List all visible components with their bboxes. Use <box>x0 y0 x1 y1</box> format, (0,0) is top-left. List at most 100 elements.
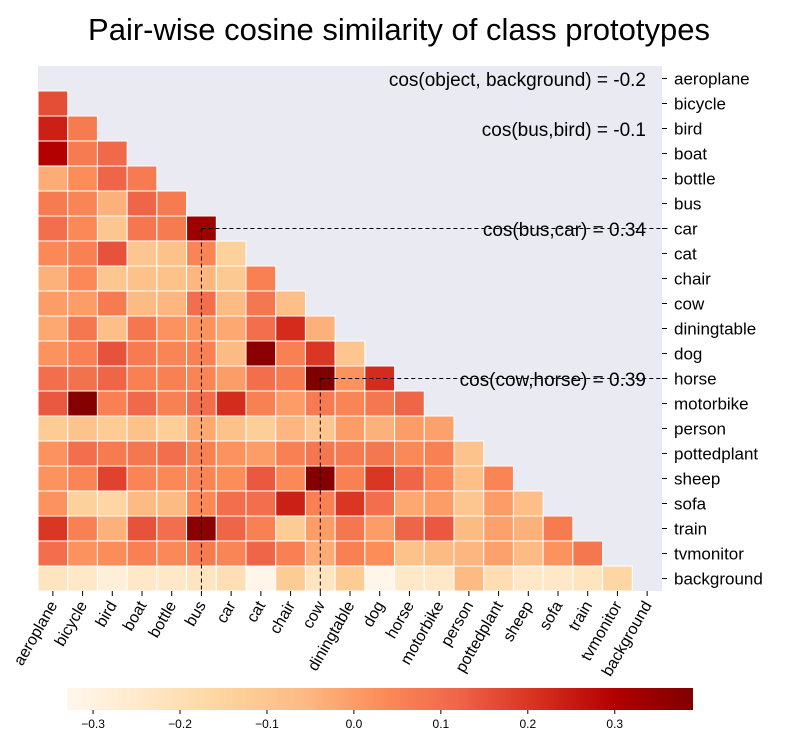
row-label-chair: chair <box>674 270 711 289</box>
heatmap-cell-cat-bird <box>96 240 128 267</box>
heatmap-cell-chair-bird <box>96 265 128 292</box>
heatmap-cell-bottle-bird <box>96 165 128 192</box>
heatmap-cell-person-bottle <box>156 415 188 442</box>
heatmap-cell-bird-bicycle <box>67 115 98 142</box>
heatmap-cell-cow-chair <box>275 290 306 317</box>
heatmap-cell-tvmonitor-sofa <box>542 540 574 567</box>
heatmap-cell-sheep-aeroplane <box>37 465 69 492</box>
heatmap-cell-sofa-motorbike <box>423 490 455 517</box>
heatmap-cell-bicycle-aeroplane <box>37 90 69 117</box>
heatmap-cell-pottedplant-cat <box>245 440 277 467</box>
heatmap-cell-diningtable-car <box>215 315 247 342</box>
heatmap-cell-dog-boat <box>126 340 158 367</box>
heatmap-cell-person-aeroplane <box>37 415 69 442</box>
heatmap-cell-horse-bicycle <box>67 365 98 392</box>
heatmap-cell-background-dog <box>364 565 396 592</box>
heatmap-cell-cat-boat <box>126 240 158 267</box>
heatmap-cell-diningtable-aeroplane <box>37 315 69 342</box>
heatmap-cell-motorbike-diningtable <box>334 390 366 417</box>
colorbar-ticks: −0.3 −0.2 −0.1 0.0 0.1 0.2 0.3 <box>81 710 623 731</box>
heatmap-cell-bottle-bicycle <box>67 165 98 192</box>
heatmap-cell-bus-bottle <box>156 190 188 217</box>
heatmap-cell-bottle-aeroplane <box>37 165 69 192</box>
heatmap-cell-tvmonitor-dog <box>364 540 396 567</box>
heatmap-cell-bottle-boat <box>126 165 158 192</box>
heatmap-cell-diningtable-chair <box>275 315 306 342</box>
row-labels: aeroplane bicycle bird boat bottle bus car cat c… <box>662 70 763 589</box>
heatmap-cell-tvmonitor-chair <box>275 540 306 567</box>
heatmap-cell-diningtable-bicycle <box>67 315 98 342</box>
heatmap-cell-train-person <box>453 515 485 542</box>
row-label-dog: dog <box>674 345 702 364</box>
heatmap-cell-cat-bicycle <box>67 240 98 267</box>
heatmap-cell-bus-aeroplane <box>37 190 69 217</box>
annotations: cos(object, background) = -0.2 cos(bus,bi… <box>389 70 647 391</box>
heatmap-cell-sofa-chair <box>275 490 306 517</box>
heatmap-cell-train-dog <box>364 515 396 542</box>
heatmap-cell-pottedplant-horse <box>394 440 425 467</box>
heatmap-cell-person-dog <box>364 415 396 442</box>
heatmap-cell-diningtable-cat <box>245 315 277 342</box>
heatmap-cell-train-bicycle <box>67 515 98 542</box>
colorbar-tick-label: −0.2 <box>168 717 192 731</box>
heatmap-cell-chair-aeroplane <box>37 265 69 292</box>
heatmap-cell-sheep-cat <box>245 465 277 492</box>
heatmap-cell-background-motorbike <box>423 565 455 592</box>
heatmap-cell-train-boat <box>126 515 158 542</box>
row-label-background: background <box>674 570 763 589</box>
col-label-cat: cat <box>244 598 270 625</box>
heatmap-cell-sheep-diningtable <box>334 465 366 492</box>
heatmap-cell-motorbike-chair <box>275 390 306 417</box>
heatmap-cell-bus-bicycle <box>67 190 98 217</box>
heatmap-cell-background-boat <box>126 565 158 592</box>
col-label-dog: dog <box>360 599 388 631</box>
heatmap-cell-sofa-cat <box>245 490 277 517</box>
heatmap-cell-motorbike-dog <box>364 390 396 417</box>
row-label-motorbike: motorbike <box>674 395 749 414</box>
heatmap-cell-background-sofa <box>542 565 574 592</box>
heatmap-cell-train-aeroplane <box>37 515 69 542</box>
colorbar-tick-label: −0.1 <box>255 717 279 731</box>
heatmap-cell-diningtable-cow <box>304 315 336 342</box>
heatmap-cell-diningtable-boat <box>126 315 158 342</box>
heatmap-cell-horse-chair <box>275 365 306 392</box>
heatmap-cell-sheep-bicycle <box>67 465 98 492</box>
heatmap-cell-motorbike-aeroplane <box>37 390 69 417</box>
heatmap-cell-sofa-bottle <box>156 490 188 517</box>
row-label-bicycle: bicycle <box>674 95 726 114</box>
heatmap-cell-sofa-pottedplant <box>483 490 514 517</box>
heatmap-cell-chair-bottle <box>156 265 188 292</box>
heatmap-cell-pottedplant-boat <box>126 440 158 467</box>
heatmap-cell-background-horse <box>394 565 425 592</box>
heatmap-cell-sheep-bus <box>186 465 217 492</box>
heatmap-cell-background-train <box>572 565 604 592</box>
heatmap-cell-car-bird <box>96 215 128 242</box>
heatmap-cell-dog-chair <box>275 340 306 367</box>
row-label-tvmonitor: tvmonitor <box>674 545 744 564</box>
heatmap-cell-pottedplant-car <box>215 440 247 467</box>
annotation-2: cos(bus,car) = 0.34 <box>483 220 647 241</box>
heatmap-cell-dog-bottle <box>156 340 188 367</box>
heatmap-cell-car-boat <box>126 215 158 242</box>
heatmap-cell-sofa-person <box>453 490 485 517</box>
annotation-0: cos(object, background) = -0.2 <box>389 70 646 91</box>
heatmap-cell-tvmonitor-pottedplant <box>483 540 514 567</box>
heatmap-cell-background-tvmonitor <box>602 565 633 592</box>
heatmap-cell-sofa-aeroplane <box>37 490 69 517</box>
heatmap-cell-pottedplant-chair <box>275 440 306 467</box>
heatmap-cell-dog-car <box>215 340 247 367</box>
row-label-bird: bird <box>674 120 702 139</box>
heatmap-cell-horse-car <box>215 365 247 392</box>
heatmap-cell-motorbike-horse <box>394 390 425 417</box>
row-label-diningtable: diningtable <box>674 320 756 339</box>
heatmap-cell-bird-aeroplane <box>37 115 69 142</box>
heatmap-cell-background-bottle <box>156 565 188 592</box>
heatmap-cell-horse-aeroplane <box>37 365 69 392</box>
heatmap-cell-sheep-dog <box>364 465 396 492</box>
heatmap-cell-train-horse <box>394 515 425 542</box>
heatmap-cell-train-pottedplant <box>483 515 514 542</box>
heatmap-cell-sheep-person <box>453 465 485 492</box>
heatmap-cell-person-horse <box>394 415 425 442</box>
heatmap-cell-motorbike-boat <box>126 390 158 417</box>
